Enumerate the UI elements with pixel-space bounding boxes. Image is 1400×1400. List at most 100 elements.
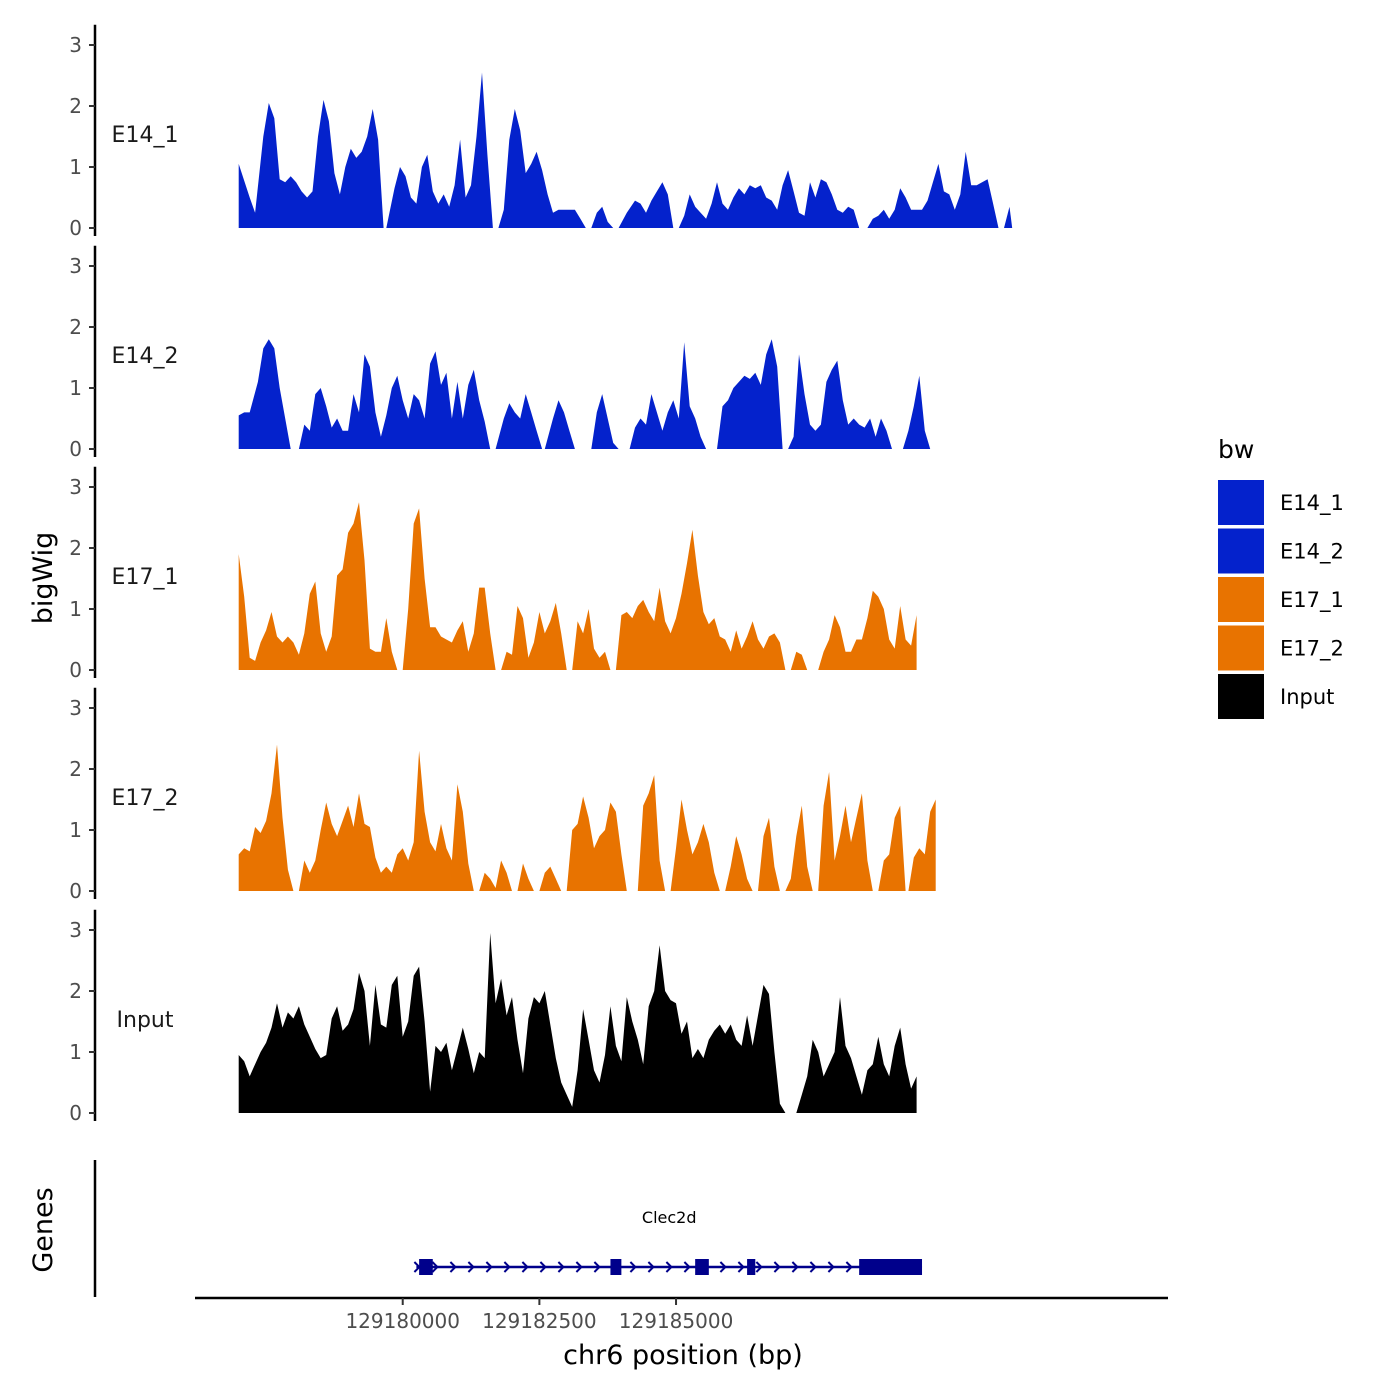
track-e14-2: 0 1 2 3 E14_2 [69,245,931,461]
strand-arrow [683,1261,691,1273]
coverage-area [818,772,873,891]
strand-arrow [539,1261,547,1273]
x-tick-label: 129182500 [482,1309,597,1333]
coverage-area [238,933,786,1113]
legend-item-e14-1: E14_1 [1218,480,1344,525]
y-tick-label: 1 [69,155,82,179]
track-label: E17_1 [112,565,179,590]
x-axis-title: chr6 position (bp) [563,1340,803,1371]
strand-arrow [575,1261,583,1273]
coverage-area [908,799,936,891]
coverage-area [517,863,534,891]
y-tick-label: 2 [69,536,82,560]
coverage-area [818,590,917,670]
coverage-area [238,502,398,670]
strand-arrow [521,1261,529,1273]
gene-name-label: Clec2d [642,1208,697,1227]
track-label: E14_1 [112,123,179,148]
track-e17-2: 0 1 2 3 E17_2 [69,687,936,903]
track-label: E14_2 [112,344,179,369]
strand-arrow [809,1261,817,1273]
strand-arrow [665,1261,673,1273]
coverage-area [637,775,666,891]
gene-exon [610,1259,622,1275]
coverage-area [572,609,611,670]
legend-swatch [1218,528,1264,574]
legend-swatch [1218,480,1264,525]
tracks-layer: 0 1 2 3 E14_1 0 1 2 3 E14_2 0 1 2 3 E17_1 0 1 2 3 E17_2 0 1 2 3… [69,24,1013,1125]
strand-arrow [593,1261,601,1273]
coverage-area [501,602,567,670]
legend-label: E17_1 [1280,588,1344,613]
coverage-area [758,817,780,891]
track-e14-1: 0 1 2 3 E14_1 [69,24,1013,240]
legend-item-input: Input [1218,674,1334,719]
coverage-area [591,394,619,449]
strand-arrow [485,1261,493,1273]
coverage-area [670,799,720,891]
coverage-area [902,375,931,449]
coverage-area [717,339,783,449]
coverage-area [479,860,512,891]
legend: bw E14_1 E14_2 E17_1 E17_2 Input [1218,435,1344,719]
legend-item-e17-2: E17_2 [1218,625,1344,671]
strand-arrow [773,1261,781,1273]
legend-item-e17-1: E17_1 [1218,577,1344,622]
y-tick-label: 2 [69,979,82,1003]
y-tick-label: 3 [69,696,82,720]
y-tick-label: 2 [69,757,82,781]
y-tick-label: 1 [69,818,82,842]
coverage-area [238,744,294,891]
coverage-area [544,400,575,449]
y-tick-label: 0 [69,1101,82,1125]
coverage-area [867,151,999,228]
strand-arrow [431,1261,439,1273]
y-tick-label: 0 [69,216,82,240]
gene-exon [695,1259,709,1275]
coverage-area [678,170,860,228]
coverage-area [495,394,543,449]
coverage-area [878,805,906,891]
y-tick-label: 3 [69,254,82,278]
legend-title: bw [1218,435,1254,464]
y-tick-label: 1 [69,376,82,400]
coverage-area [591,206,614,228]
coverage-area [1004,206,1013,228]
legend-label: E14_1 [1280,491,1344,516]
y-tick-label: 1 [69,597,82,621]
strand-arrow [647,1261,655,1273]
coverage-area [238,339,291,449]
y-tick-label: 3 [69,475,82,499]
strand-arrow [719,1261,727,1273]
y-tick-label: 0 [69,879,82,903]
y-tick-label: 2 [69,94,82,118]
track-e17-1: 0 1 2 3 E17_1 [69,466,917,682]
strand-arrow [845,1261,853,1273]
legend-label: E14_2 [1280,540,1344,565]
gene-exon [419,1259,433,1275]
coverage-area [566,796,627,891]
strand-arrow [629,1261,637,1273]
coverage-area [790,651,808,670]
x-axis: 129180000 129182500 129185000 [195,1296,1168,1333]
coverage-area [725,836,753,891]
coverage-area [796,997,917,1113]
strand-arrow [755,1261,763,1273]
y-tick-label: 0 [69,658,82,682]
coverage-area [539,866,562,891]
y-axis-title: bigWig [28,532,59,625]
track-label: Input [117,1008,174,1033]
coverage-area [386,72,493,228]
legend-swatch [1218,674,1264,719]
genes-panel: Clec2d [93,1160,923,1297]
coverage-area [615,529,786,670]
strand-arrow [737,1261,745,1273]
gene-exon [747,1259,756,1275]
coverage-area [629,342,707,449]
y-tick-label: 0 [69,437,82,461]
y-tick-label: 2 [69,315,82,339]
coverage-area [785,805,813,891]
strand-arrow [791,1261,799,1273]
gene-exon [859,1259,923,1275]
coverage-area [788,354,892,449]
